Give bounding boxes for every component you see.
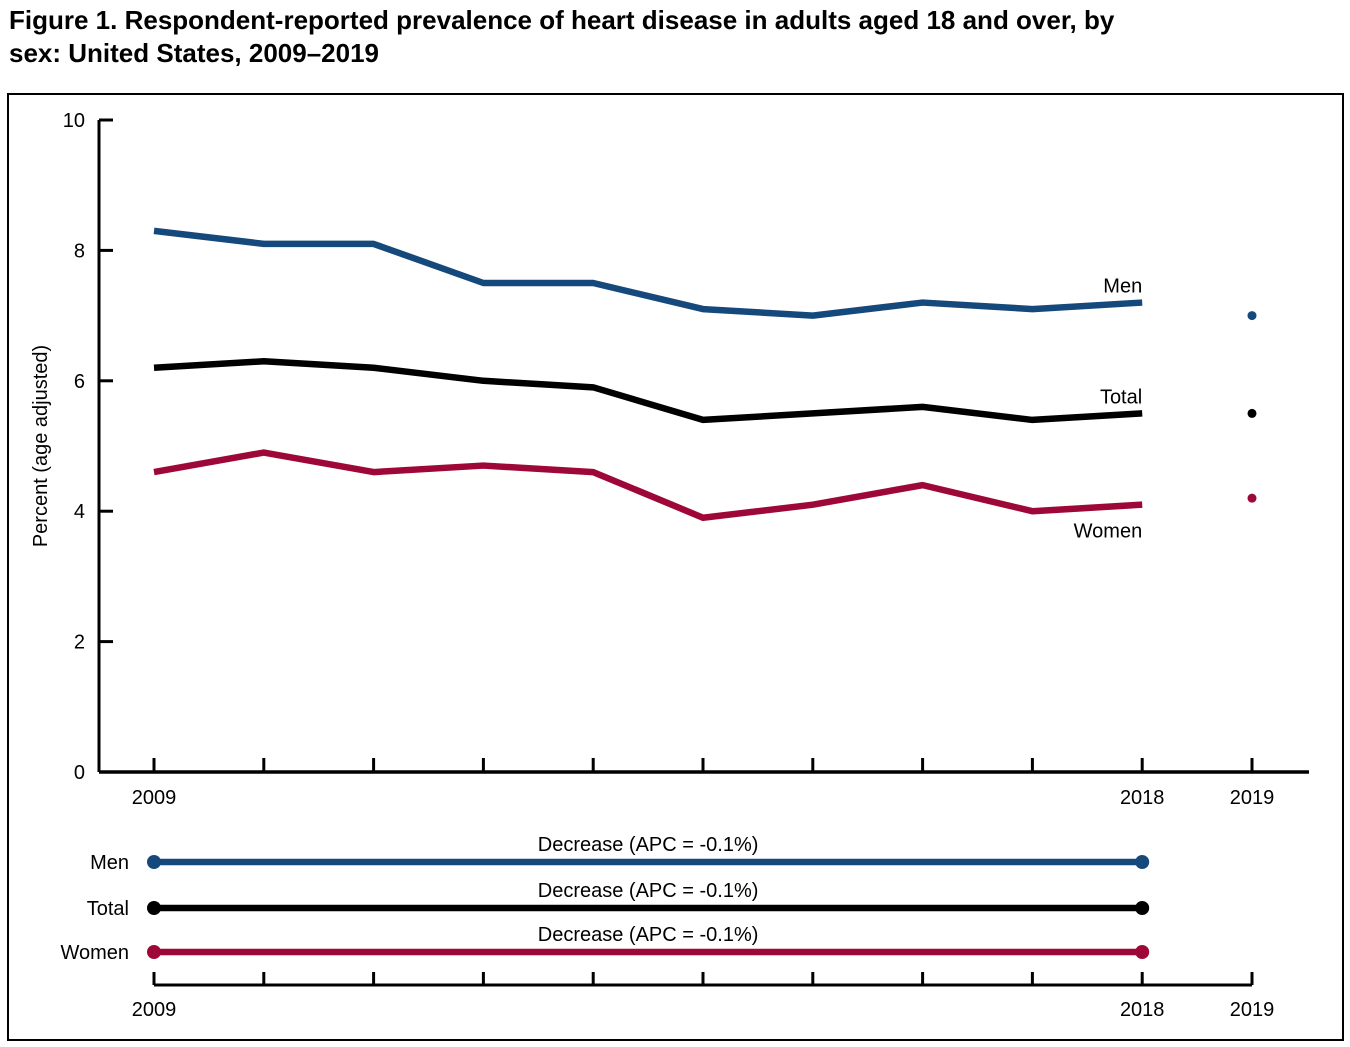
trend-row-label-men: Men [90,852,129,874]
trend-x-tick-label: 2009 [132,999,177,1021]
trend-annotation-men: Decrease (APC = -0.1%) [538,834,759,856]
women-series-label: Women [1074,521,1143,543]
x-tick-label: 2009 [132,787,177,809]
trend-annotation-total: Decrease (APC = -0.1%) [538,880,759,902]
figure-title: Figure 1. Respondent-reported prevalence… [9,4,1309,70]
total-line [153,357,1143,424]
trend-start-dot-women [147,945,161,959]
trend-row-label-total: Total [87,898,129,920]
y-tick-label: 6 [74,371,85,393]
trend-x-tick-label: 2019 [1230,999,1275,1021]
trend-row-label-women: Women [60,942,129,964]
trend-end-dot-women [1135,945,1150,959]
y-axis-title: Percent (age adjusted) [30,345,52,547]
trend-start-dot-total [147,901,161,915]
y-tick-label: 0 [74,762,85,784]
men-series-label: Men [1103,276,1142,298]
figure-panel: 0 2 4 6 8 10 Percent (age adjusted) 2009 2018 201… [7,93,1344,1041]
trend-annotation-women: Decrease (APC = -0.1%) [538,924,759,946]
y-tick-label: 2 [74,632,85,654]
y-tick-label: 10 [63,110,85,132]
trend-end-dot-men [1135,855,1150,869]
total-2019-dot [1247,408,1257,418]
y-tick-label: 4 [74,501,85,523]
figure-title-line1: Figure 1. Respondent-reported prevalence… [9,5,1115,35]
total-series-label: Total [1100,386,1142,408]
men-2019-dot [1247,311,1257,321]
x-tick-label: 2018 [1120,787,1165,809]
trend-x-tick-label: 2018 [1120,999,1165,1021]
women-line [153,449,1143,521]
figure-title-line2: sex: United States, 2009–2019 [9,38,379,68]
y-tick-label: 8 [74,240,85,262]
prevalence-chart: 0 2 4 6 8 10 Percent (age adjusted) 2009 2018 201… [30,110,1309,1021]
x-tick-label: 2019 [1230,787,1275,809]
women-2019-dot [1247,493,1257,503]
trend-start-dot-men [147,855,161,869]
trend-end-dot-total [1135,901,1150,915]
men-line [153,227,1143,319]
